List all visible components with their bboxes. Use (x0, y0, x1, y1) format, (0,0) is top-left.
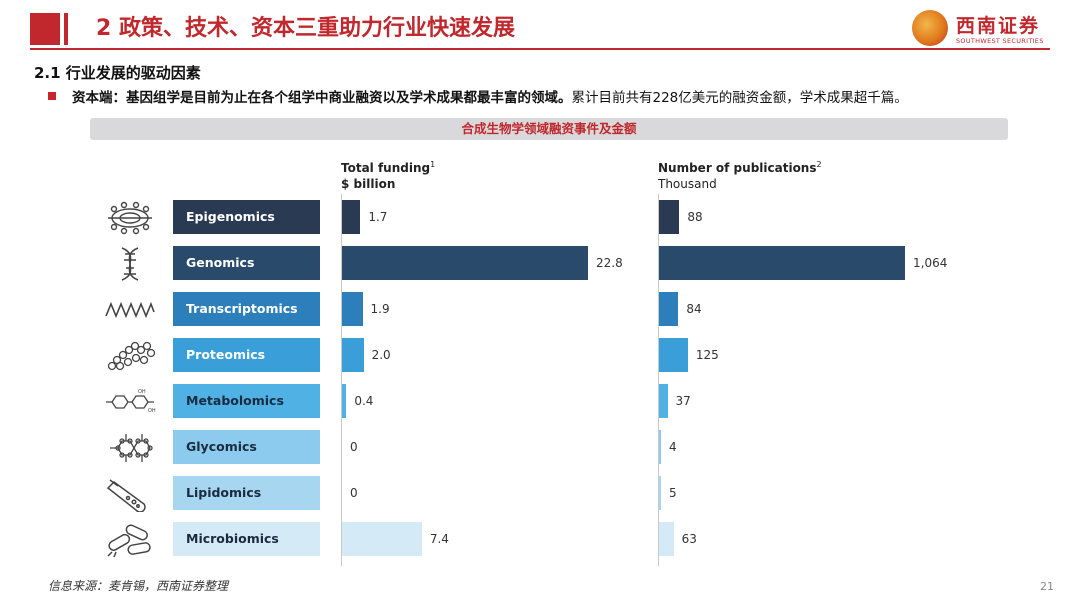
bullet-bold-text: 资本端：基因组学是目前为止在各个组学中商业融资以及学术成果都最丰富的领域。 (72, 90, 572, 106)
header-divider (30, 48, 1050, 50)
proteomics-chain-icon (104, 338, 156, 374)
funding-value-label: 0 (350, 440, 358, 454)
publications-value-label: 37 (675, 394, 691, 408)
funding-bar-transcriptomics (342, 292, 363, 326)
publications-bar-transcriptomics (659, 292, 679, 326)
category-lipidomics: Lipidomics (173, 476, 320, 510)
bullet-marker (48, 92, 56, 100)
publications-value-label: 88 (687, 210, 703, 224)
funding-bar-microbiomics (342, 522, 422, 556)
lipidomics-testtube-icon (104, 476, 156, 512)
funding-value-label: 0 (350, 486, 358, 500)
page-title: 2 政策、技术、资本三重助力行业快速发展 (96, 16, 515, 41)
publications-value-label: 84 (686, 302, 702, 316)
publications-bar-metabolomics (659, 384, 668, 418)
chart-banner: 合成生物学领域融资事件及金额 (90, 118, 1008, 140)
logo-name: 西南证券 (956, 15, 1041, 37)
publications-bar-genomics (659, 246, 905, 280)
source-note: 信息来源：麦肯锡，西南证券整理 (48, 579, 229, 593)
publications-axis-line (658, 194, 659, 566)
publications-bar-microbiomics (659, 522, 674, 556)
category-genomics: Genomics (173, 246, 320, 280)
header-red-strip (64, 13, 68, 45)
transcriptomics-wave-icon (104, 292, 156, 328)
publications-value-label: 1,064 (913, 256, 948, 270)
category-glycomics: Glycomics (173, 430, 320, 464)
svg-text:OH: OH (148, 408, 156, 414)
category-transcriptomics: Transcriptomics (173, 292, 320, 326)
publications-value-label: 4 (669, 440, 677, 454)
glycomics-molecule-icon (104, 430, 156, 466)
category-proteomics: Proteomics (173, 338, 320, 372)
funding-footnote-mark: 1 (430, 160, 436, 169)
genomics-dna-icon (104, 246, 156, 282)
company-logo: 西南证券 SOUTHWEST SECURITIES (912, 10, 1050, 48)
svg-text:OH: OH (138, 389, 146, 395)
publications-title: Number of publications (658, 161, 817, 175)
funding-column-header: Total funding1 $ billion (341, 157, 435, 192)
funding-bar-genomics (342, 246, 588, 280)
microbiomics-bacteria-icon (104, 522, 156, 558)
bullet-normal-text: 累计目前共有228亿美元的融资金额，学术成果超千篇。 (571, 90, 908, 106)
funding-value-label: 2.0 (371, 348, 391, 362)
category-metabolomics: Metabolomics (173, 384, 320, 418)
funding-value-label: 0.4 (354, 394, 374, 408)
publications-value-label: 125 (695, 348, 719, 362)
funding-value-label: 7.4 (429, 532, 449, 546)
publications-bar-glycomics (659, 430, 661, 464)
publications-value-label: 5 (669, 486, 677, 500)
metabolomics-molecule-icon: OH OH (104, 384, 156, 420)
header-red-block (30, 13, 60, 45)
funding-value-label: 1.7 (368, 210, 388, 224)
publications-bar-proteomics (659, 338, 688, 372)
funding-unit: $ billion (341, 177, 396, 191)
page-number: 21 (1040, 580, 1054, 593)
funding-bar-proteomics (342, 338, 364, 372)
category-epigenomics: Epigenomics (173, 200, 320, 234)
epigenomics-icon (104, 200, 156, 236)
publications-column-header: Number of publications2 Thousand (658, 157, 822, 192)
section-heading: 2.1 行业发展的驱动因素 (34, 64, 201, 82)
logo-subtitle: SOUTHWEST SECURITIES (956, 37, 1044, 45)
publications-bar-epigenomics (659, 200, 680, 234)
funding-value-label: 22.8 (596, 256, 623, 270)
category-microbiomics: Microbiomics (173, 522, 320, 556)
publications-footnote-mark: 2 (816, 160, 822, 169)
publications-unit: Thousand (658, 177, 717, 191)
publications-value-label: 63 (681, 532, 697, 546)
funding-bar-metabolomics (342, 384, 347, 418)
bullet-text: 资本端：基因组学是目前为止在各个组学中商业融资以及学术成果都最丰富的领域。累计目… (72, 86, 908, 106)
publications-bar-lipidomics (659, 476, 661, 510)
funding-bar-epigenomics (342, 200, 361, 234)
logo-emblem-icon (912, 10, 948, 46)
funding-value-label: 1.9 (370, 302, 390, 316)
funding-axis-line (341, 194, 342, 566)
funding-title: Total funding (341, 161, 431, 175)
